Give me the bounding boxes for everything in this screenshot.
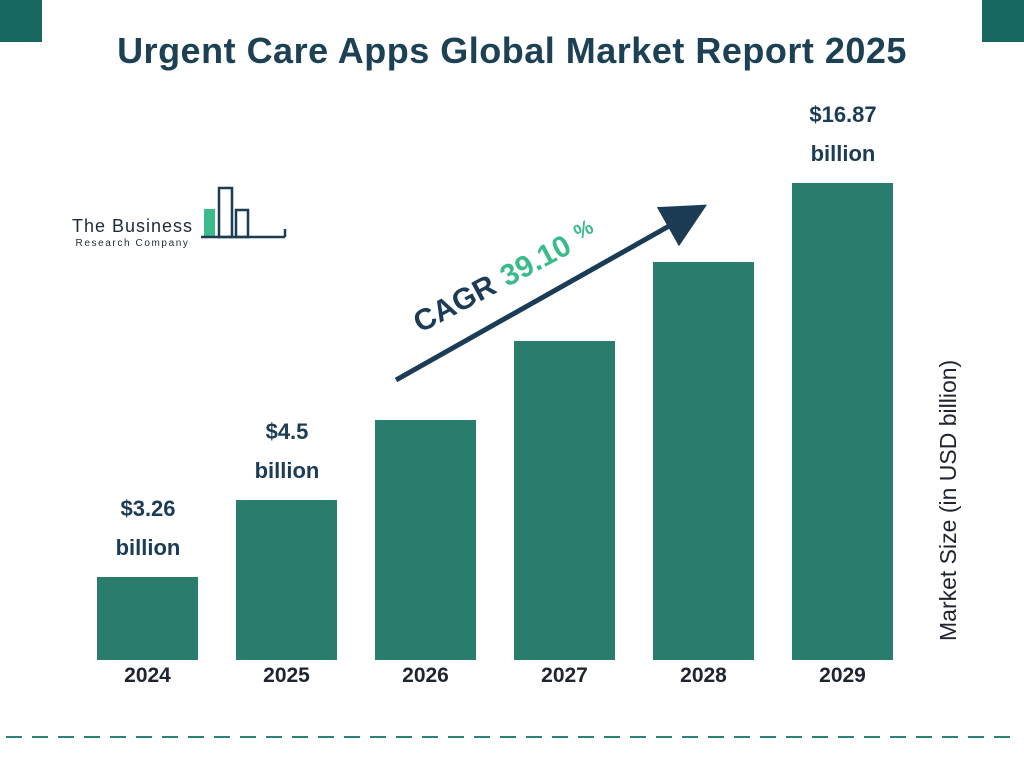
x-axis-label-2026: 2026: [402, 664, 449, 687]
page-title: Urgent Care Apps Global Market Report 20…: [117, 30, 907, 71]
bar-value-label-2029: $16.87 billion: [809, 102, 877, 166]
bar-2027: [514, 341, 615, 660]
logo-subname: Research Company: [75, 238, 190, 249]
bar-2029: [792, 183, 893, 660]
logo-text: The Business Research Company: [72, 216, 193, 249]
bar-2024: [97, 577, 198, 660]
x-axis-label-2029: 2029: [819, 664, 866, 687]
company-logo: The Business Research Company: [72, 183, 289, 249]
bar-2025: [236, 500, 337, 660]
x-axis-label-2024: 2024: [124, 664, 171, 687]
x-axis-label-2025: 2025: [263, 664, 310, 687]
x-axis-label-2028: 2028: [680, 664, 727, 687]
y-axis-label: Market Size (in USD billion): [935, 359, 961, 641]
bar-value-label-2024: $3.26 billion: [115, 496, 181, 560]
logo-name: The Business: [72, 216, 194, 236]
bar-2028: [653, 262, 754, 660]
logo-chart-icon: [201, 186, 287, 239]
x-axis-label-2027: 2027: [541, 664, 588, 687]
corner-square-top-right: [982, 0, 1024, 42]
bar-value-label-2025: $4.5 billion: [254, 419, 320, 483]
bar-2026: [375, 420, 476, 660]
corner-square-top-left: [0, 0, 42, 42]
bottom-dashed-divider: [6, 736, 1018, 738]
cagr-trend-arrow: [394, 204, 708, 383]
